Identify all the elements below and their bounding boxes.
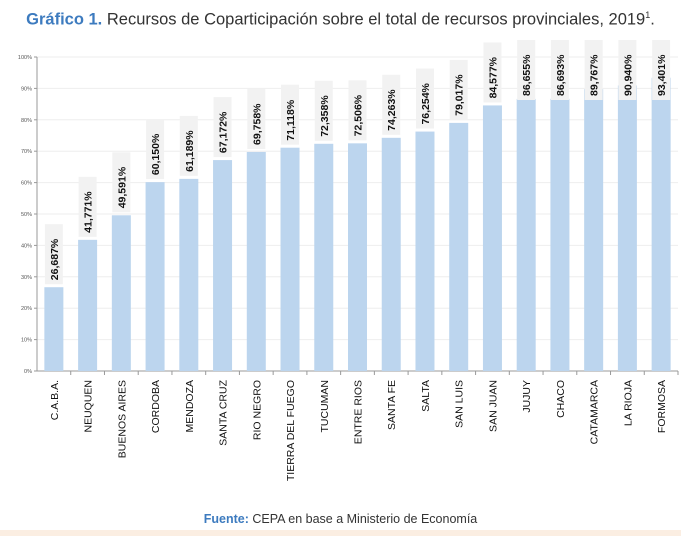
- x-tick-label: CORDOBA: [150, 380, 162, 433]
- bar: [179, 178, 199, 371]
- y-tick-label: 50%: [21, 212, 32, 218]
- bar: [617, 85, 637, 372]
- data-label-box: [382, 74, 401, 135]
- data-label-box: [415, 68, 434, 129]
- title-footnote: 1: [645, 10, 651, 20]
- bar: [381, 137, 401, 371]
- data-label: 61,189%: [184, 130, 196, 172]
- y-tick-label: 90%: [21, 86, 32, 92]
- bar: [213, 160, 233, 371]
- data-label-box: [618, 40, 637, 100]
- data-label: 67,172%: [218, 111, 230, 153]
- data-label: 74,263%: [386, 89, 398, 131]
- data-label: 72,358%: [319, 95, 331, 137]
- x-tick-label: SANTA CRUZ: [218, 379, 230, 445]
- y-tick-label: 20%: [21, 306, 32, 312]
- x-tick-label: SANTA FE: [386, 380, 398, 430]
- chart-source: Fuente: CEPA en base a Ministerio de Eco…: [0, 512, 681, 526]
- data-label-box: [483, 42, 502, 103]
- title-lead: Gráfico 1.: [26, 10, 103, 29]
- data-label: 93,401%: [656, 54, 668, 96]
- data-label: 76,254%: [420, 82, 432, 124]
- x-tick-label: CATAMARCA: [589, 380, 601, 444]
- x-tick-label: ENTRE RIOS: [353, 380, 365, 444]
- y-tick-label: 60%: [21, 181, 32, 187]
- data-label: 84,577%: [487, 56, 499, 98]
- data-label-box: [247, 88, 266, 149]
- data-label-box: [179, 115, 198, 176]
- data-label: 69,758%: [251, 103, 263, 145]
- data-label-box: [550, 40, 569, 100]
- data-label: 90,940%: [622, 54, 634, 96]
- title-text: Recursos de Coparticipación sobre el tot…: [106, 10, 646, 29]
- data-label: 86,693%: [555, 54, 567, 96]
- bar: [44, 287, 64, 371]
- x-tick-label: TUCUMAN: [319, 380, 331, 433]
- bar: [449, 122, 469, 371]
- data-label-box: [348, 80, 367, 141]
- data-label-box: [584, 40, 603, 100]
- y-tick-label: 40%: [21, 243, 32, 249]
- bar: [246, 151, 266, 371]
- data-label-box: [44, 224, 63, 285]
- data-label-box: [652, 40, 671, 100]
- data-label: 26,687%: [49, 238, 61, 280]
- x-tick-label: BUENOS AIRES: [116, 380, 128, 458]
- bar: [584, 89, 604, 371]
- x-tick-label: NEUQUEN: [83, 380, 95, 433]
- x-tick-label: CHACO: [555, 380, 567, 418]
- x-tick-label: SAN JUAN: [487, 380, 499, 432]
- y-tick-label: 80%: [21, 118, 32, 124]
- x-tick-label: TIERRA DEL FUEGO: [285, 380, 297, 481]
- data-label-box: [517, 40, 536, 100]
- bar: [111, 215, 131, 371]
- x-tick-label: MENDOZA: [184, 380, 196, 433]
- footer-strip: [0, 530, 681, 536]
- source-text: CEPA en base a Ministerio de Economía: [252, 512, 478, 526]
- x-tick-label: FORMOSA: [656, 380, 668, 433]
- bar-chart: 0% 10% 20% 30% 40% 50% 60% 70% 80% 90% 100% 26,687%…: [18, 40, 679, 481]
- data-label-box: [314, 80, 333, 141]
- bar: [280, 147, 300, 371]
- bar: [550, 98, 570, 371]
- bar: [348, 143, 367, 371]
- x-tick-label: LA RIOJA: [622, 380, 634, 426]
- data-label-box: [78, 176, 97, 237]
- data-label: 86,655%: [521, 54, 533, 96]
- bar: [651, 77, 671, 372]
- bar: [145, 182, 165, 371]
- data-label: 41,771%: [83, 191, 95, 233]
- data-label-box: [449, 59, 468, 120]
- data-label: 71,118%: [285, 99, 297, 141]
- data-label-box: [112, 152, 131, 213]
- data-label: 79,017%: [454, 74, 466, 116]
- x-tick-label: C.A.B.A.: [49, 380, 61, 420]
- data-label-box: [146, 119, 165, 180]
- data-label: 60,150%: [150, 133, 162, 175]
- bar: [78, 239, 98, 371]
- data-label: 72,506%: [353, 94, 365, 136]
- x-tick-label: SAN LUIS: [454, 380, 466, 428]
- x-tick-label: SALTA: [420, 380, 432, 412]
- data-label-box: [213, 97, 232, 158]
- source-lead: Fuente:: [203, 512, 249, 526]
- title-end: .: [650, 10, 655, 29]
- data-label-box: [281, 84, 300, 145]
- y-tick-label: 10%: [21, 338, 32, 344]
- y-tick-label: 30%: [21, 275, 32, 281]
- x-tick-label: RIO NEGRO: [251, 380, 263, 440]
- bar: [516, 98, 536, 372]
- x-tick-label: JUJUY: [521, 380, 533, 413]
- data-label: 49,591%: [116, 166, 128, 208]
- bar: [314, 143, 334, 371]
- data-label: 89,767%: [589, 54, 601, 96]
- bar: [415, 131, 435, 371]
- y-tick-label: 0%: [24, 369, 32, 375]
- y-tick-label: 70%: [21, 149, 32, 155]
- y-tick-label: 100%: [18, 55, 32, 61]
- chart-title: Gráfico 1. Recursos de Coparticipación s…: [0, 10, 681, 30]
- bar: [482, 105, 502, 371]
